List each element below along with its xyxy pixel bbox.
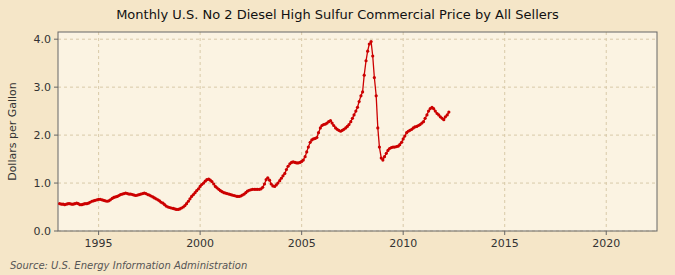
grid-line [58,135,657,136]
point [285,168,288,171]
grid-line [58,183,657,184]
point [347,123,350,126]
tick [403,231,404,235]
plot-frame [58,32,657,231]
tick-label: 2000 [186,237,214,250]
point [376,126,379,129]
tick-label: 2020 [592,237,620,250]
point [371,54,374,57]
point [424,117,427,120]
point [349,120,352,123]
point [403,134,406,137]
source-note: Source: U.S. Energy Information Administ… [10,260,247,271]
tick [54,231,58,232]
point [425,113,428,116]
tick-label: 2005 [288,237,316,250]
tick-label: 4.0 [34,33,52,46]
point [361,90,364,93]
point [354,110,357,113]
grid-line [606,32,607,231]
point [359,94,362,97]
point [375,94,378,97]
point [383,155,386,158]
point [442,118,445,121]
point [422,120,425,123]
grid-line [58,39,657,40]
point [352,113,355,116]
tick [54,135,58,136]
point [317,131,320,134]
line [60,42,449,210]
point [304,155,307,158]
grid-line [301,32,302,231]
grid-line [504,32,505,231]
grid-line [200,32,201,231]
point [268,179,271,182]
point [363,74,366,77]
point [315,136,318,139]
point [358,100,361,103]
grid [58,32,657,231]
tick [606,231,607,235]
tick-label: 0.0 [34,225,52,238]
tick [54,183,58,184]
point [446,113,449,116]
point [373,76,376,79]
tick [98,231,99,235]
point [400,141,403,144]
point [366,50,369,53]
point [356,106,359,109]
point [370,40,373,43]
tick [504,231,505,235]
point [283,172,286,175]
tick [54,39,58,40]
point [402,137,405,140]
tick [200,231,201,235]
point [351,117,354,120]
point [305,150,308,153]
tick-label: 3.0 [34,81,52,94]
y-axis-label: Dollars per Gallon [6,82,19,181]
grid-line [98,32,99,231]
plot-area [58,32,657,231]
point [307,145,310,148]
point [378,145,381,148]
chart: 0.0 1.0 2.0 3.0 4.0 1995 2000 2005 2010 2015 2020 M… [0,0,675,275]
point [302,158,305,161]
grid-line [403,32,404,231]
point [261,186,264,189]
tick [301,231,302,235]
tick [54,87,58,88]
point [385,152,388,155]
grid-line [58,87,657,88]
tick-label: 2010 [389,237,417,250]
point [263,182,266,185]
point [381,158,384,161]
tick-label: 2.0 [34,129,52,142]
point [364,59,367,62]
tick-label: 1.0 [34,177,52,190]
tick-label: 1995 [85,237,113,250]
title: Monthly U.S. No 2 Diesel High Sulfur Com… [116,7,559,22]
series [58,40,450,211]
point [447,110,450,113]
tick-label: 2015 [491,237,519,250]
